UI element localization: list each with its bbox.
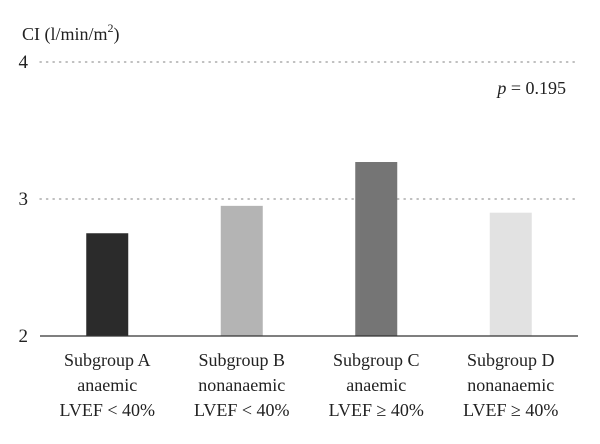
category-label-c: Subgroup C anaemic LVEF ≥ 40% [329,350,424,420]
y-tick-label-4: 4 [19,52,29,73]
category-label-line: Subgroup A [64,350,151,370]
category-label-line: anaemic [346,375,406,395]
category-label-line: Subgroup D [467,350,555,370]
y-axis-title: CI (l/min/m2) [22,21,120,45]
category-label-line: LVEF < 40% [60,400,156,420]
category-label-line: anaemic [77,375,137,395]
category-label-line: nonanaemic [198,375,285,395]
category-label-a: Subgroup A anaemic LVEF < 40% [60,350,156,420]
category-label-line: LVEF < 40% [194,400,290,420]
p-value-symbol: p [495,78,506,98]
y-axis-ticks: 2 3 4 [19,52,29,347]
category-label-line: LVEF ≥ 40% [329,400,424,420]
bar-subgroup-c [355,162,398,336]
bars [86,162,532,336]
y-axis-title-base: CI (l/min/m [22,24,108,45]
category-label-line: LVEF ≥ 40% [463,400,558,420]
category-label-d: Subgroup D nonanaemic LVEF ≥ 40% [463,350,558,420]
category-label-line: Subgroup C [333,350,420,370]
y-tick-label-2: 2 [19,326,29,347]
bar-subgroup-d [489,212,532,336]
category-label-line: nonanaemic [467,375,554,395]
p-value-text: = 0.195 [506,78,566,98]
category-label-line: Subgroup B [198,350,285,370]
category-label-b: Subgroup B nonanaemic LVEF < 40% [194,350,290,420]
p-value-annotation: p = 0.195 [495,78,566,98]
y-axis-title-superscript: 2 [108,21,114,35]
y-axis-title-close: ) [114,24,120,45]
gridlines [39,61,579,200]
bar-subgroup-a [86,233,129,336]
bar-subgroup-b [220,205,263,336]
y-tick-label-3: 3 [19,189,29,210]
x-axis-category-labels: Subgroup A anaemic LVEF < 40% Subgroup B non… [60,350,559,420]
